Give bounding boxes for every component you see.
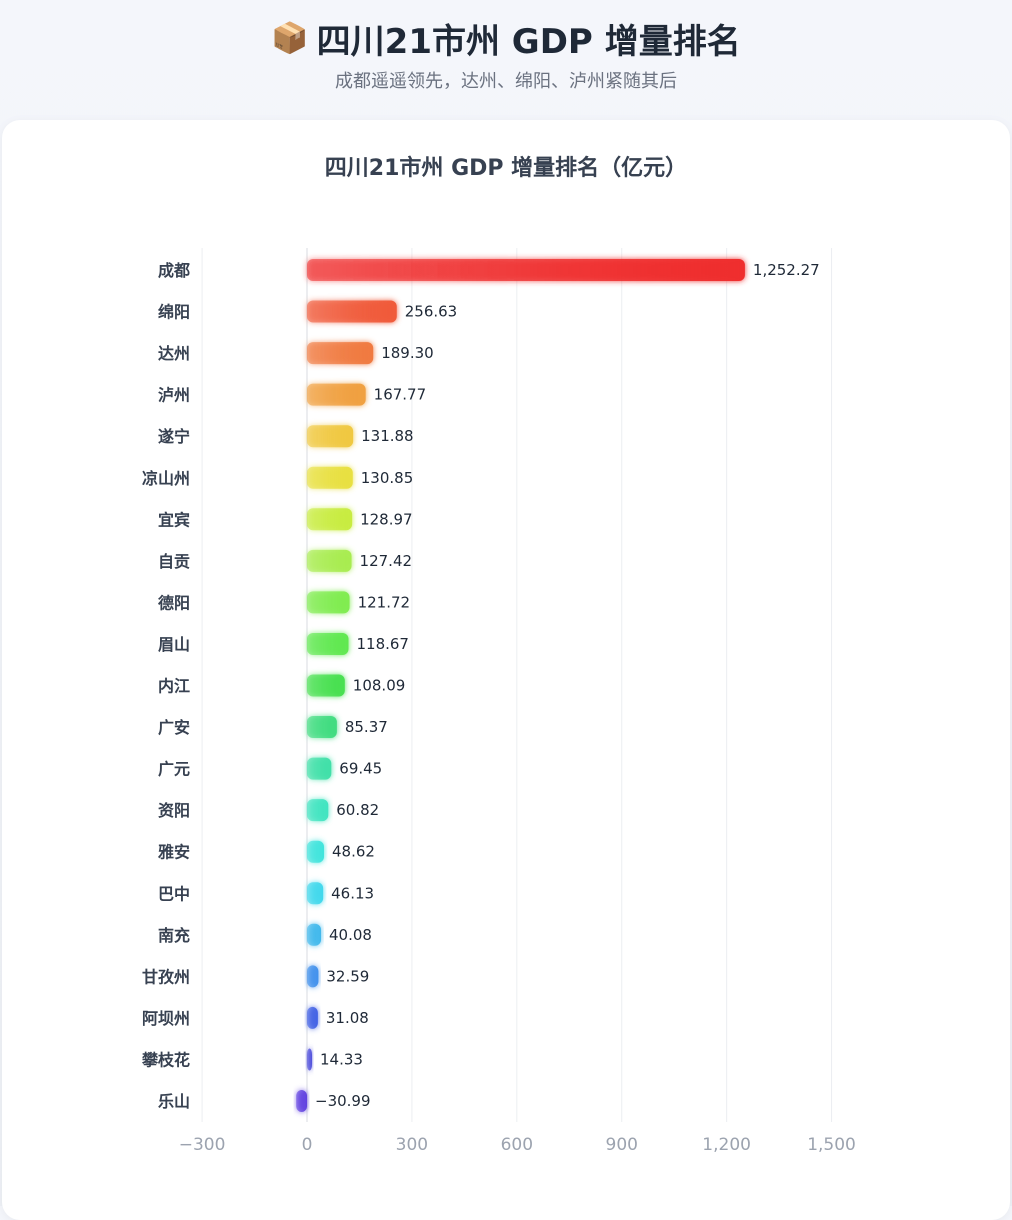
page-subtitle: 成都遥遥领先，达州、绵阳、泸州紧随其后	[335, 71, 677, 92]
bar-广安	[307, 716, 337, 739]
value-label: 60.82	[336, 801, 379, 819]
value-label: 189.30	[381, 344, 434, 362]
chart-title: 四川21市州 GDP 增量排名（亿元）	[324, 156, 688, 181]
chart-card: 四川21市州 GDP 增量排名（亿元）	[2, 120, 1010, 1220]
x-tick-label: 900	[606, 1135, 638, 1155]
category-label: 成都	[158, 261, 190, 280]
value-label: 46.13	[331, 884, 374, 902]
value-label: 127.42	[360, 552, 413, 570]
value-label: 14.33	[320, 1050, 363, 1068]
bar-南充	[307, 923, 322, 946]
value-label: 118.67	[356, 635, 409, 653]
x-tick-label: 300	[396, 1135, 428, 1155]
bar-泸州	[307, 383, 366, 406]
value-label: 31.08	[326, 1009, 369, 1027]
value-label: 1,252.27	[753, 261, 820, 279]
category-label: 南充	[158, 926, 190, 945]
category-label: 乐山	[158, 1092, 190, 1111]
category-label: 达州	[158, 344, 190, 363]
value-label: −30.99	[315, 1092, 371, 1110]
category-label: 雅安	[157, 843, 190, 862]
bar-广元	[307, 757, 332, 780]
category-label: 凉山州	[142, 469, 190, 488]
value-label: 32.59	[326, 967, 369, 985]
value-label: 131.88	[361, 427, 414, 445]
value-label: 48.62	[332, 843, 375, 861]
category-label: 巴中	[158, 884, 190, 903]
bar-眉山	[307, 632, 349, 655]
labels: 成都 1,252.27 绵阳 256.63 达州 189.30 泸州 167.77 遂宁 131.…	[141, 261, 820, 1111]
page-header: 📦 四川21市州 GDP 增量排名 成都遥遥领先，达州、绵阳、泸州紧随其后	[0, 0, 1012, 118]
value-label: 85.37	[345, 718, 388, 736]
bar-宜宾	[307, 508, 353, 531]
x-tick-label: 600	[501, 1135, 533, 1155]
category-label: 德阳	[158, 593, 190, 612]
bars	[296, 259, 745, 1112]
category-label: 广安	[158, 718, 190, 737]
grid-lines	[201, 248, 833, 1122]
x-axis: −300 0 300 600 900 1,200 1,500	[179, 1135, 856, 1155]
bar-攀枝花	[307, 1048, 313, 1071]
category-label: 泸州	[158, 386, 190, 405]
bar-甘孜州	[307, 965, 319, 988]
category-label: 甘孜州	[142, 967, 190, 986]
bar-绵阳	[307, 300, 397, 323]
x-tick-label: 1,200	[702, 1135, 751, 1155]
category-label: 眉山	[158, 635, 190, 654]
value-label: 40.08	[329, 926, 372, 944]
bar-成都	[307, 259, 745, 281]
bar-自贡	[307, 549, 352, 572]
bar-资阳	[307, 799, 329, 822]
category-label: 宜宾	[158, 510, 190, 529]
x-tick-label: −300	[179, 1135, 226, 1155]
value-label: 69.45	[339, 760, 382, 778]
bar-雅安	[307, 840, 325, 863]
value-label: 128.97	[360, 510, 413, 528]
bar-巴中	[307, 882, 324, 905]
category-label: 阿坝州	[142, 1009, 190, 1028]
category-label: 内江	[158, 677, 190, 696]
category-label: 攀枝花	[141, 1050, 190, 1069]
bar-德阳	[307, 591, 350, 614]
x-tick-label: 0	[302, 1135, 313, 1155]
bar-凉山州	[307, 466, 353, 489]
category-label: 资阳	[158, 801, 190, 820]
page-title-text: 四川21市州 GDP 增量排名	[316, 22, 741, 62]
bar-内江	[307, 674, 345, 697]
value-label: 130.85	[361, 469, 414, 487]
bar-阿坝州	[307, 1006, 318, 1029]
bar-乐山	[296, 1090, 307, 1112]
category-label: 遂宁	[158, 427, 190, 446]
value-label: 121.72	[358, 593, 411, 611]
x-tick-label: 1,500	[807, 1135, 856, 1155]
page-title: 📦 四川21市州 GDP 增量排名	[0, 14, 1012, 63]
category-label: 绵阳	[158, 303, 190, 322]
bar-达州	[307, 342, 374, 365]
category-label: 广元	[158, 760, 190, 779]
value-label: 108.09	[353, 677, 406, 695]
value-label: 256.63	[405, 303, 458, 321]
package-icon: 📦	[271, 20, 309, 56]
category-label: 自贡	[158, 552, 190, 571]
bar-遂宁	[307, 425, 354, 448]
value-label: 167.77	[374, 386, 427, 404]
